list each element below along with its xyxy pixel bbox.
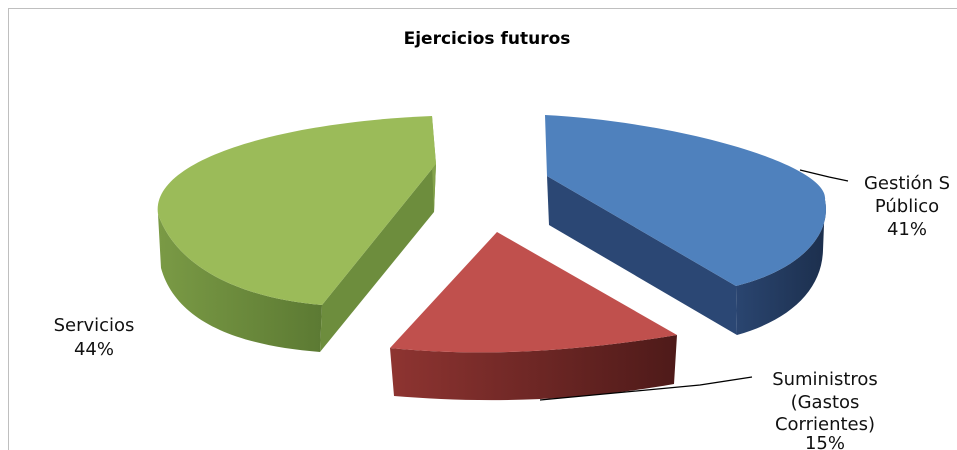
leader-line-suministros	[539, 376, 753, 401]
slice-gestion	[545, 115, 826, 335]
label-servicios-line-1: Servicios	[54, 315, 135, 336]
slice-suministros	[390, 232, 677, 401]
label-suministros-line-3: Corrientes)	[775, 414, 875, 435]
label-gestion-line-2: Público	[875, 196, 939, 217]
label-suministros-line-1: Suministros	[772, 369, 878, 390]
label-servicios-percent: 44%	[74, 339, 114, 360]
label-suministros-line-2: (Gastos	[791, 392, 860, 413]
chart-frame	[8, 8, 957, 450]
slice-servicios	[157, 116, 436, 352]
leader-line-gestion	[799, 169, 849, 182]
label-suministros: Suministros (Gastos Corrientes) 15%	[772, 369, 878, 450]
label-gestion: Gestión S Público 41%	[864, 173, 950, 240]
chart-title: Ejercicios futuros	[404, 29, 571, 49]
label-suministros-percent: 15%	[805, 433, 845, 450]
label-gestion-line-1: Gestión S	[864, 173, 950, 194]
label-servicios: Servicios 44%	[54, 315, 135, 360]
label-gestion-percent: 41%	[887, 219, 927, 240]
